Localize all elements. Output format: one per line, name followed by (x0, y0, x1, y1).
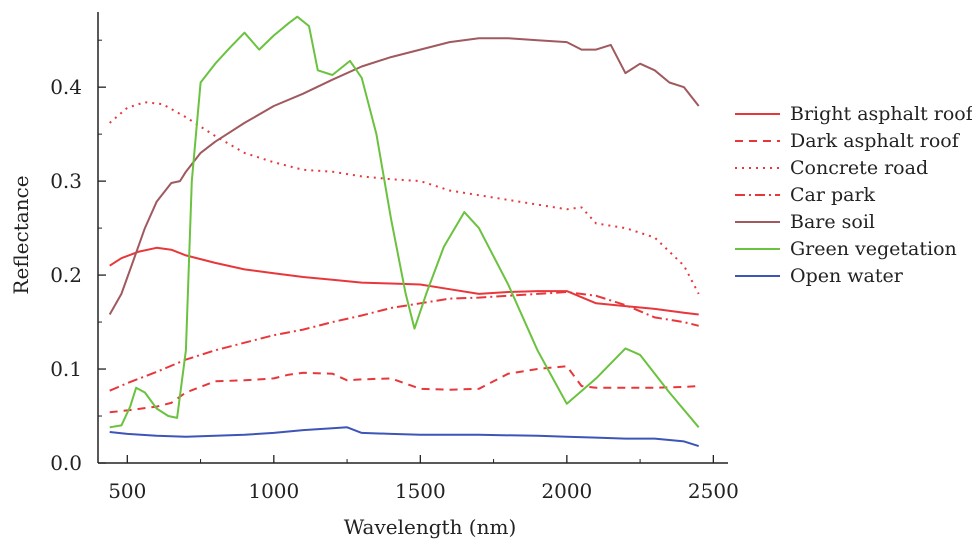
tick-marks: 500 1000 1500 2000 2500 0.0 0.1 0.2 0.3 0.4 (50, 39, 739, 503)
y-tick-label: 0.4 (50, 75, 82, 99)
y-tick-label: 0.2 (50, 263, 82, 287)
axes (97, 12, 728, 464)
y-tick-label: 0.3 (50, 169, 82, 193)
legend-label: Dark asphalt roof (790, 130, 961, 152)
legend: Bright asphalt roof Dark asphalt roof Conc… (735, 103, 972, 287)
x-axis-title: Wavelength (nm) (344, 515, 517, 539)
legend-label: Bare soil (790, 211, 875, 233)
series-line-7 (109, 426, 700, 448)
legend-label: Bright asphalt roof (790, 103, 972, 125)
x-tick-label: 2500 (688, 479, 739, 503)
legend-label: Car park (790, 184, 876, 206)
y-axis-title: Reflectance (9, 175, 33, 294)
series-line-1 (109, 246, 699, 316)
y-tick-label: 0.1 (50, 357, 82, 381)
series-line-2 (109, 365, 699, 414)
series-line-5 (108, 37, 700, 315)
legend-label: Green vegetation (790, 238, 957, 260)
plot-lines (108, 15, 700, 448)
legend-label: Open water (790, 265, 904, 287)
legend-label: Concrete road (790, 157, 928, 179)
series-line-6 (109, 15, 700, 429)
series-line-3 (109, 101, 700, 295)
series-line-4 (109, 291, 699, 392)
x-tick-label: 1000 (248, 479, 299, 503)
y-tick-label: 0.0 (50, 451, 82, 475)
x-tick-label: 2000 (541, 479, 592, 503)
x-tick-label: 500 (108, 479, 146, 503)
x-tick-label: 1500 (395, 479, 446, 503)
